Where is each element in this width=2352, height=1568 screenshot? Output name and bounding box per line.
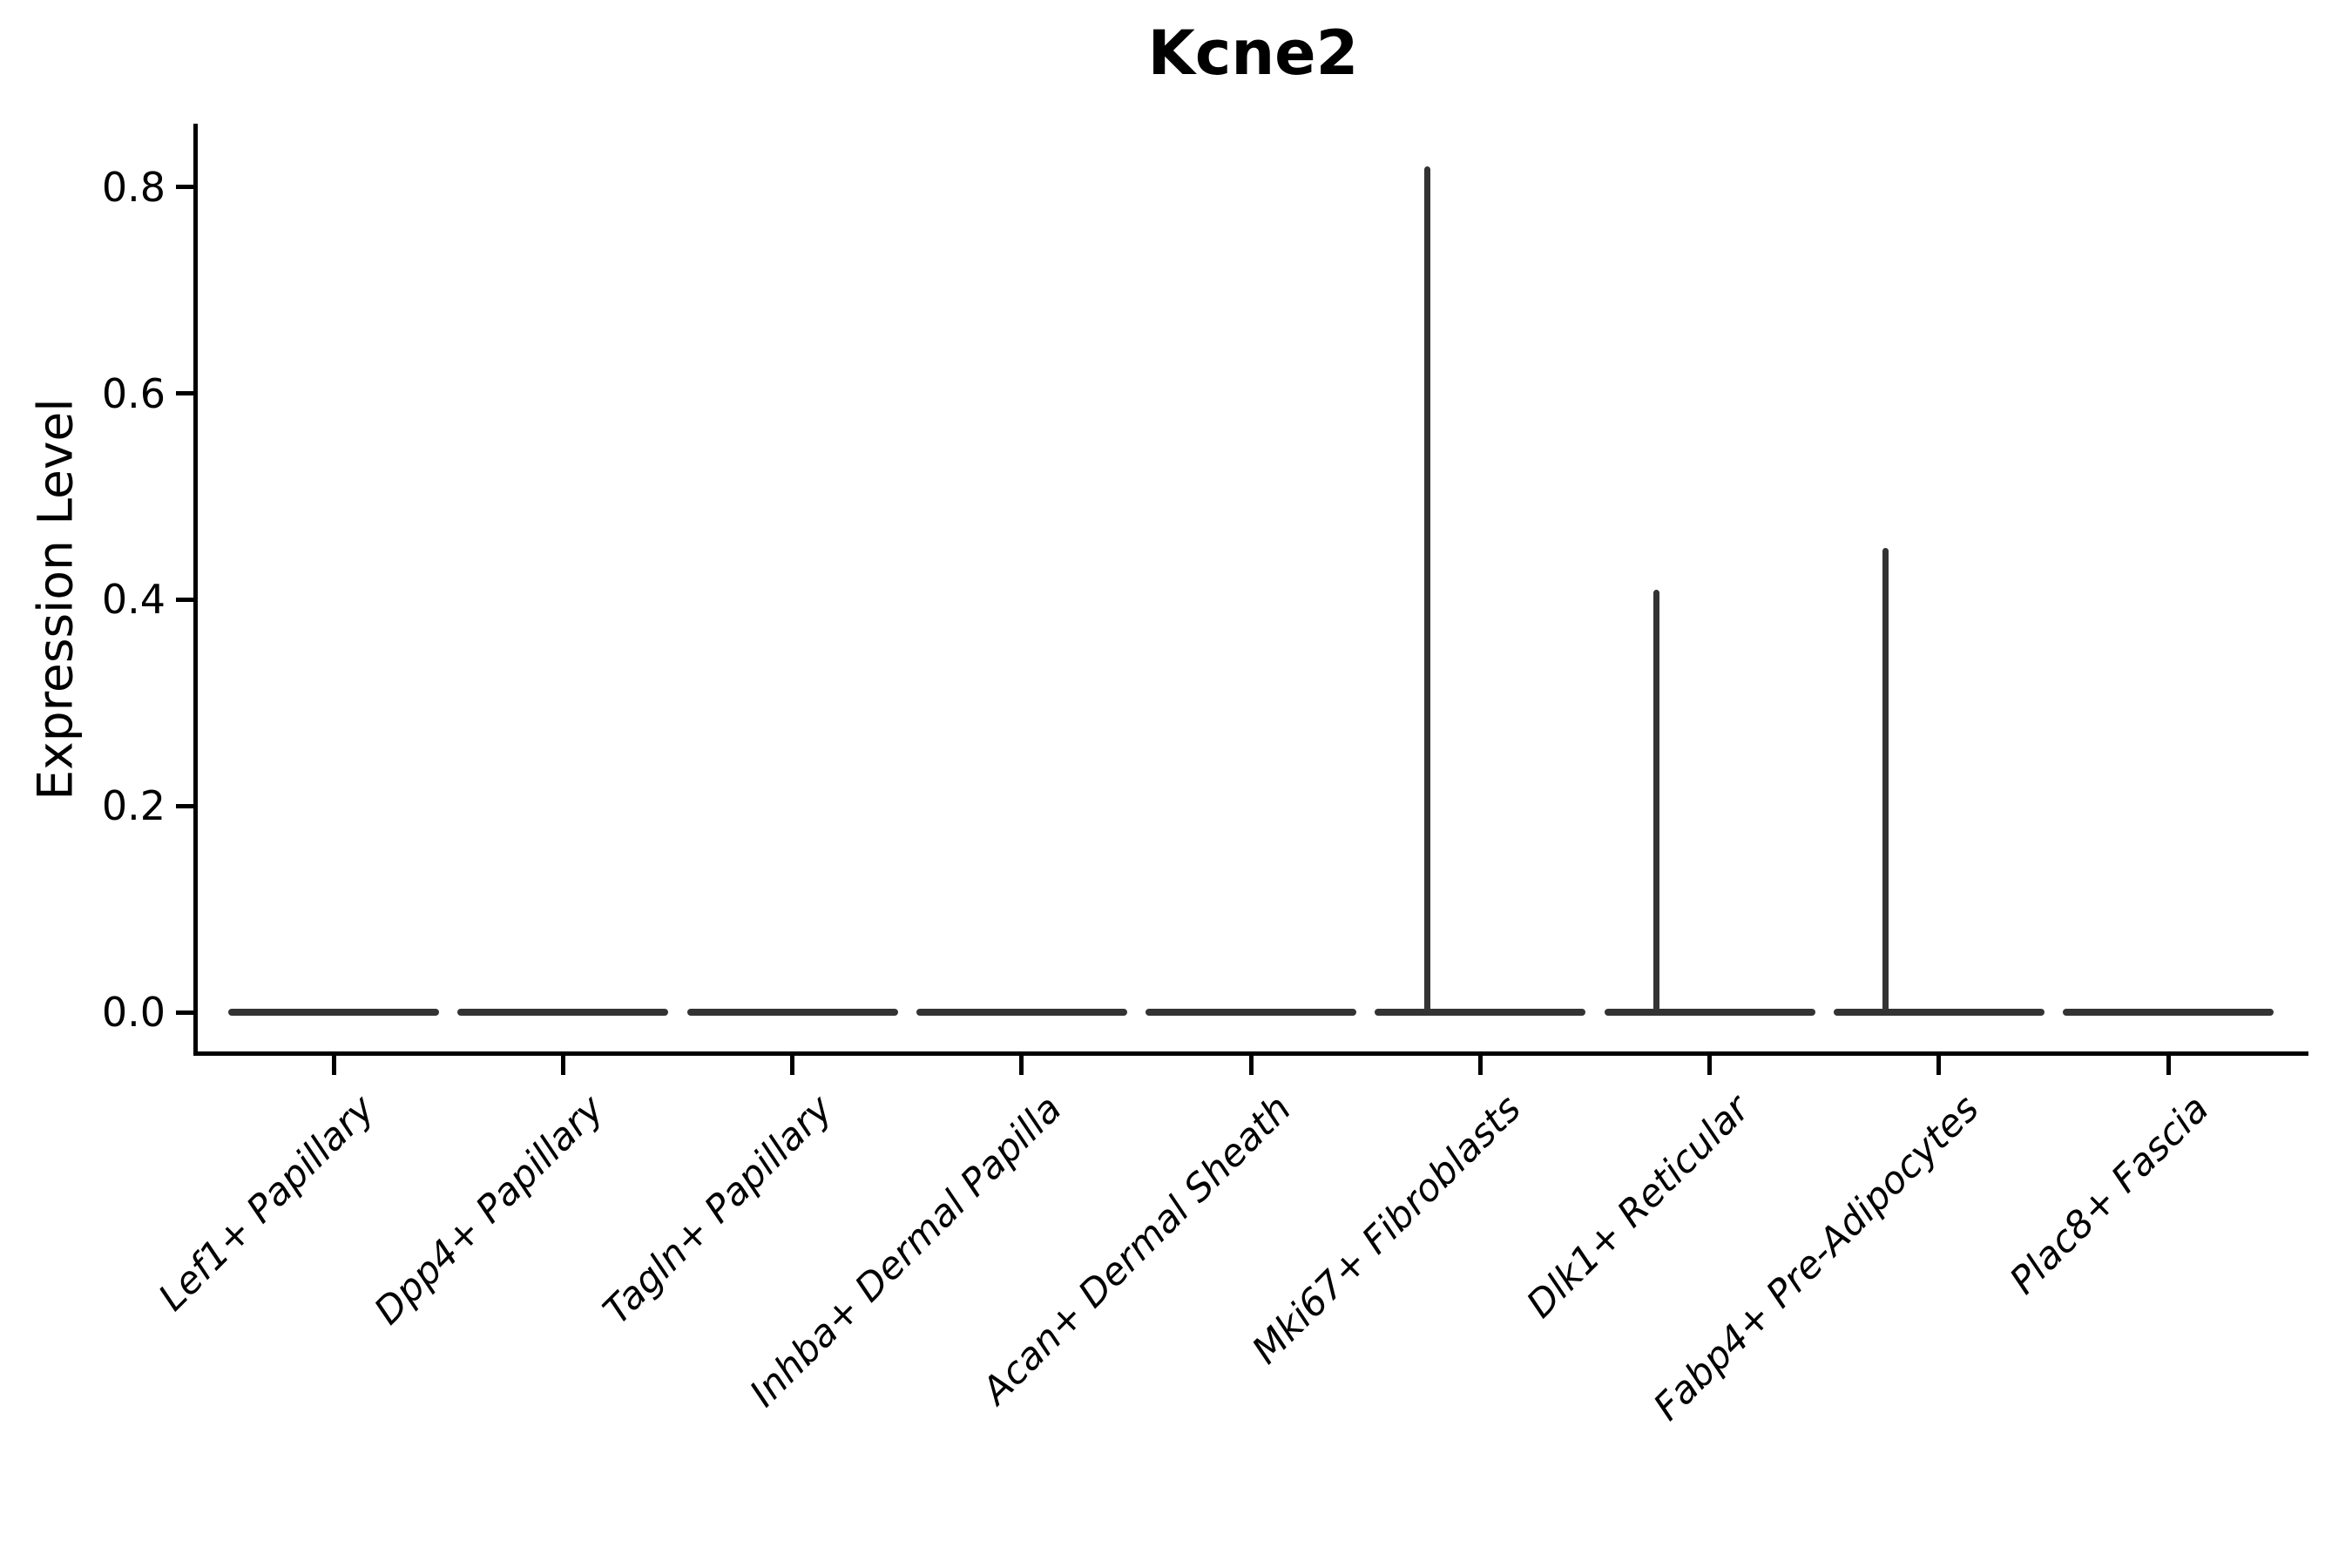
x-tick — [2166, 1055, 2171, 1075]
y-tick — [176, 185, 193, 190]
y-tick-label: 0.6 — [101, 369, 166, 417]
y-tick-label: 0.0 — [101, 989, 166, 1036]
y-axis-label: Expression Level — [27, 398, 84, 801]
x-tick — [560, 1055, 565, 1075]
y-tick — [176, 597, 193, 602]
y-tick — [176, 1010, 193, 1015]
x-tick — [331, 1055, 336, 1075]
x-tick — [1707, 1055, 1712, 1075]
violin-body — [1604, 1009, 1815, 1016]
violin-body — [1146, 1009, 1356, 1016]
y-tick-label: 0.2 — [101, 782, 166, 830]
x-tick — [1248, 1055, 1254, 1075]
y-tick-label: 0.4 — [101, 576, 166, 624]
violin-body — [457, 1009, 669, 1016]
x-axis-spine — [193, 1051, 2308, 1056]
violin-body — [228, 1009, 439, 1016]
y-tick — [176, 803, 193, 808]
plot-title: Kcne2 — [1147, 17, 1359, 89]
y-tick — [176, 391, 193, 396]
violin-spike — [1653, 589, 1659, 1012]
y-tick-label: 0.8 — [101, 163, 166, 211]
violin-body — [1375, 1009, 1586, 1016]
violin-body — [916, 1009, 1127, 1016]
x-tick — [1477, 1055, 1483, 1075]
violin-body — [686, 1009, 898, 1016]
y-axis-spine — [193, 124, 198, 1056]
x-tick-label: Lef1+ Papillary — [150, 1086, 383, 1320]
x-tick-label: Plac8+ Fascia — [2001, 1086, 2218, 1303]
x-tick — [1936, 1055, 1942, 1075]
x-tick-label: Dpp4+ Papillary — [365, 1086, 612, 1334]
x-tick-label: Tagln+ Papillary — [595, 1086, 841, 1334]
violin-spike — [1882, 548, 1889, 1012]
x-tick — [1019, 1055, 1024, 1075]
x-tick-label: Mki67+ Fibroblasts — [1243, 1086, 1530, 1373]
x-tick-label: Dlk1+ Reticular — [1518, 1086, 1759, 1327]
violin-body — [2063, 1009, 2274, 1016]
violin-spike — [1423, 166, 1430, 1012]
x-tick — [790, 1055, 794, 1075]
violin-body — [1833, 1009, 2044, 1016]
